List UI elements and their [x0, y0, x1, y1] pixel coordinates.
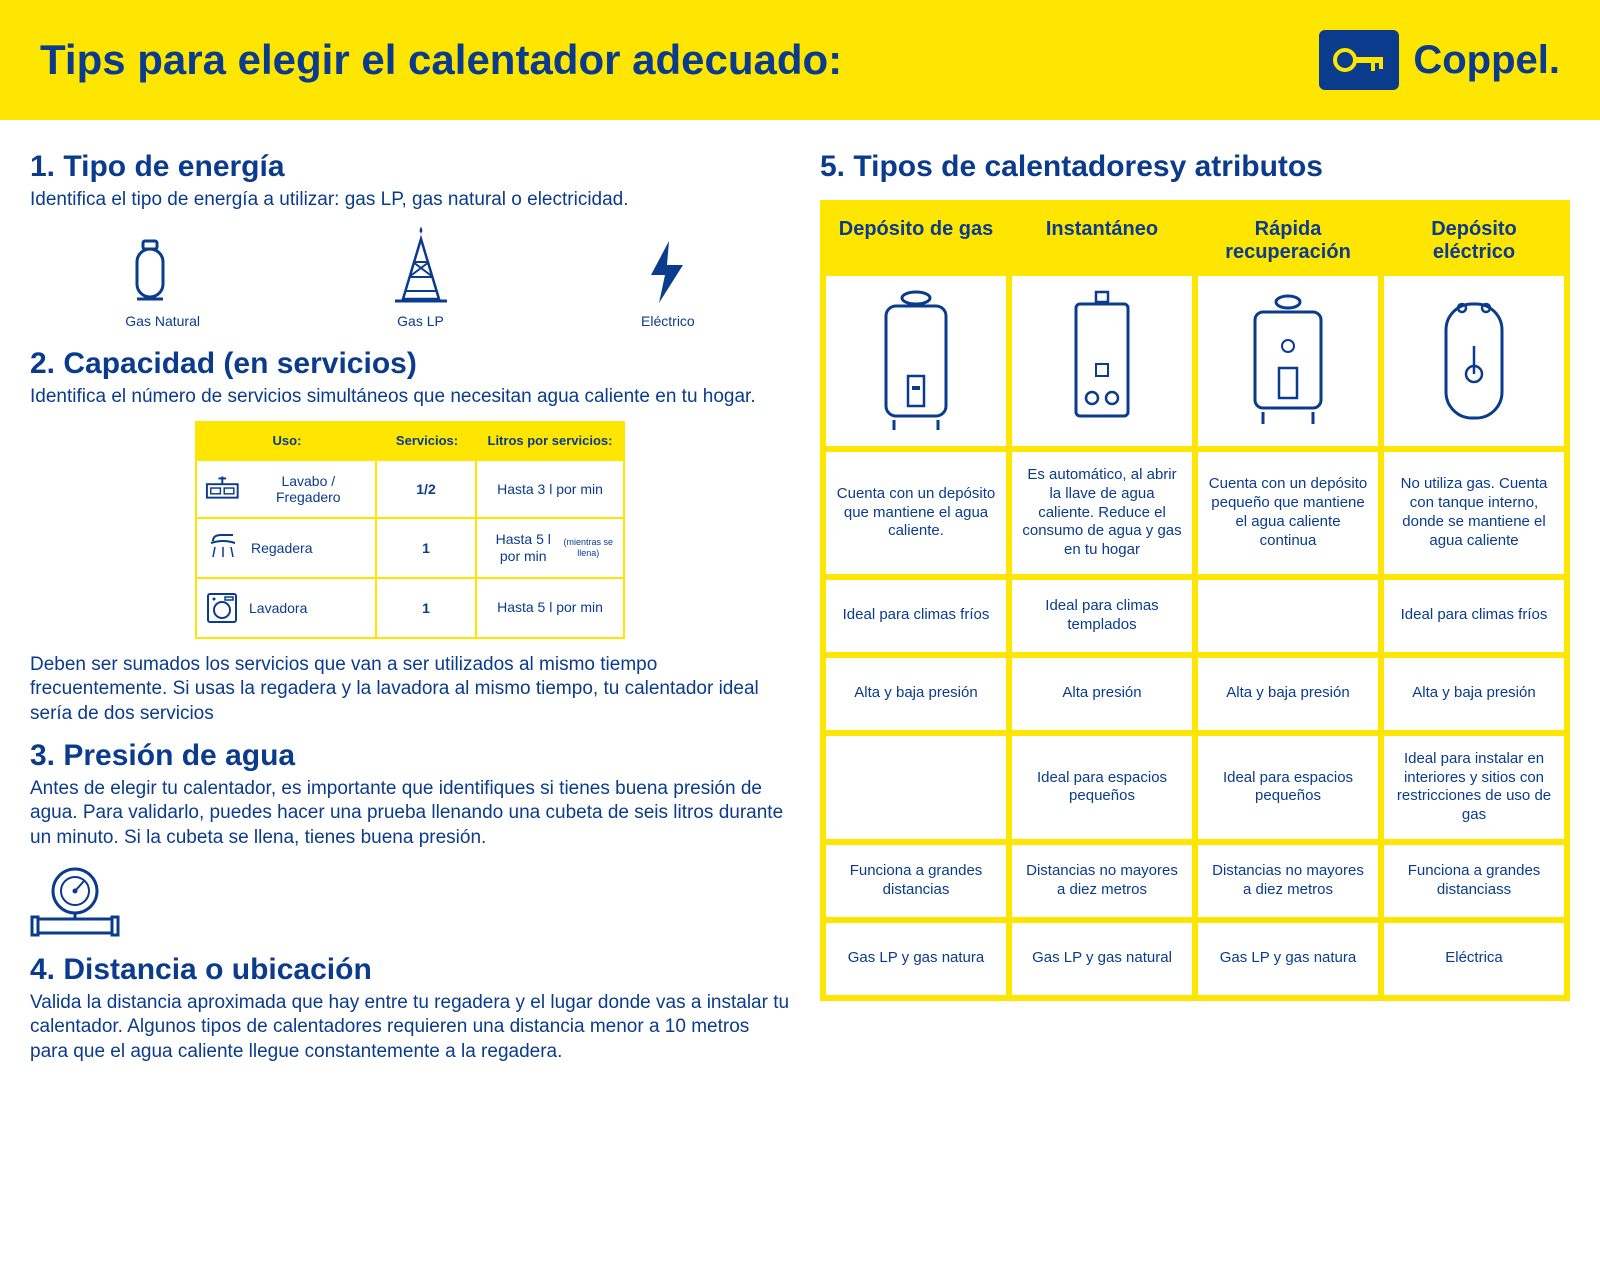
lit-1-tiny: (mientras se llena) — [561, 537, 615, 559]
logo: Coppel. — [1319, 30, 1560, 90]
cell: Distancias no mayores a diez metros — [1012, 845, 1192, 917]
th-lit: Litros por servicios: — [477, 423, 623, 459]
s2-desc: Identifica el número de servicios simult… — [30, 385, 790, 410]
heater-tank-icon — [866, 286, 966, 436]
heater-instant-icon — [1052, 286, 1152, 436]
comparison-grid: Depósito de gas Instantáneo Rápida recup… — [820, 200, 1570, 1001]
header-bar: Tips para elegir el calentador adecuado:… — [0, 0, 1600, 120]
cell: Alta y baja presión — [826, 658, 1006, 730]
s4-desc: Valida la distancia aproximada que hay e… — [30, 991, 790, 1065]
s3-title: 3. Presión de agua — [30, 739, 790, 773]
capacity-table: Uso: Servicios: Litros por servicios: La… — [195, 421, 625, 638]
cell — [826, 736, 1006, 839]
th-serv: Servicios: — [377, 423, 477, 459]
serv-1: 1 — [377, 519, 477, 577]
table-row: Regadera 1 Hasta 5 l por min(mientras se… — [197, 517, 623, 577]
s2-title: 2. Capacidad (en servicios) — [30, 347, 790, 381]
uso-0: Lavabo / Fregadero — [250, 473, 367, 505]
cell: No utiliza gas. Cuenta con tanque intern… — [1384, 452, 1564, 574]
s2-note: Deben ser sumados los servicios que van … — [30, 653, 790, 727]
cell: Alta presión — [1012, 658, 1192, 730]
lit-2: Hasta 5 l por min — [497, 599, 603, 616]
s4-title: 4. Distancia o ubicación — [30, 953, 790, 987]
cell: Gas LP y gas natura — [826, 923, 1006, 995]
page-title: Tips para elegir el calentador adecuado: — [40, 36, 842, 84]
logo-text: Coppel. — [1413, 38, 1560, 83]
lit-1: Hasta 5 l por min — [485, 531, 561, 565]
cell: Alta y baja presión — [1384, 658, 1564, 730]
cell: Eléctrica — [1384, 923, 1564, 995]
col-h-1: Instantáneo — [1012, 206, 1192, 270]
serv-2: 1 — [377, 579, 477, 637]
heater-rapid-icon — [1233, 286, 1343, 436]
cell — [1198, 580, 1378, 652]
uso-1: Regadera — [251, 540, 313, 556]
cell: Gas LP y gas natural — [1012, 923, 1192, 995]
cell: Ideal para climas fríos — [826, 580, 1006, 652]
washer-icon — [205, 591, 239, 625]
cell: Es automático, al abrir la llave de agua… — [1012, 452, 1192, 574]
th-uso: Uso: — [197, 423, 377, 459]
cell: Ideal para espacios pequeños — [1198, 736, 1378, 839]
col-h-3: Depósito eléctrico — [1384, 206, 1564, 270]
cell: Distancias no mayores a diez metros — [1198, 845, 1378, 917]
uso-2: Lavadora — [249, 600, 307, 616]
key-icon — [1319, 30, 1399, 90]
gauge-icon — [30, 863, 120, 943]
tank-icon — [125, 237, 175, 307]
cell: Funciona a grandes distancias — [826, 845, 1006, 917]
cell: Ideal para climas fríos — [1384, 580, 1564, 652]
energy-label-1: Gas LP — [391, 313, 451, 329]
cell: Cuenta con un depósito que mantiene el a… — [826, 452, 1006, 574]
derrick-icon — [391, 227, 451, 307]
s3-desc: Antes de elegir tu calentador, es import… — [30, 777, 790, 851]
energy-row: Gas Natural Gas LP El — [30, 227, 790, 329]
lit-0: Hasta 3 l por min — [497, 481, 603, 498]
cell: Ideal para espacios pequeños — [1012, 736, 1192, 839]
cell: Funciona a grandes distanciass — [1384, 845, 1564, 917]
cell: Ideal para instalar en interiores y siti… — [1384, 736, 1564, 839]
col-h-2: Rápida recuperación — [1198, 206, 1378, 270]
cell: Cuenta con un depósito pequeño que manti… — [1198, 452, 1378, 574]
col-h-0: Depósito de gas — [826, 206, 1006, 270]
s1-title: 1. Tipo de energía — [30, 150, 790, 184]
cell: Gas LP y gas natura — [1198, 923, 1378, 995]
cell: Ideal para climas templados — [1012, 580, 1192, 652]
shower-icon — [205, 533, 241, 563]
energy-label-2: Eléctrico — [641, 313, 695, 329]
s1-desc: Identifica el tipo de energía a utilizar… — [30, 188, 790, 213]
bolt-icon — [641, 237, 691, 307]
heater-electric-icon — [1424, 286, 1524, 436]
s5-title: 5. Tipos de calentadoresy atributos — [820, 150, 1570, 184]
cell: Alta y baja presión — [1198, 658, 1378, 730]
energy-label-0: Gas Natural — [125, 313, 200, 329]
table-row: Lavadora 1 Hasta 5 l por min — [197, 577, 623, 637]
sink-icon — [205, 474, 240, 504]
table-row: Lavabo / Fregadero 1/2 Hasta 3 l por min — [197, 459, 623, 517]
serv-0: 1/2 — [377, 461, 477, 517]
